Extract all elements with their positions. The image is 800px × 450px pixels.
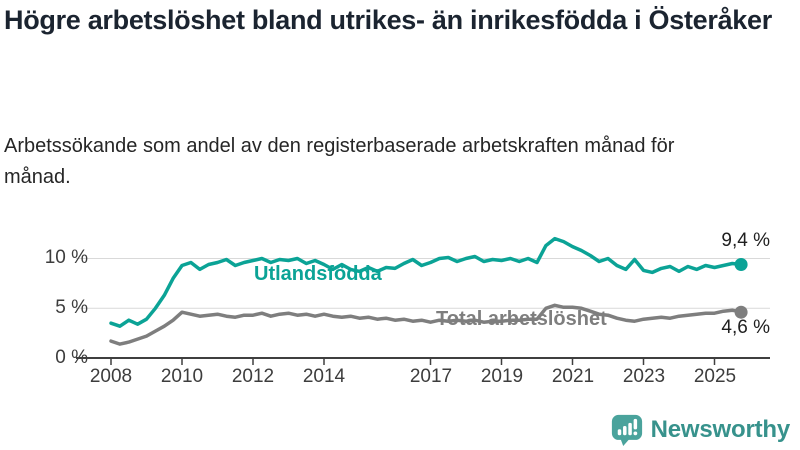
x-axis-tick-label: 2008 bbox=[89, 366, 133, 387]
x-axis-tick-label: 2017 bbox=[409, 366, 453, 387]
y-axis-tick-label: 5 % bbox=[55, 297, 88, 318]
x-axis-tick-label: 2019 bbox=[480, 366, 524, 387]
brand-name: Newsworthy bbox=[650, 416, 791, 443]
newsworthy-logo: Newsworthy bbox=[610, 412, 790, 448]
x-axis-tick-label: 2021 bbox=[551, 366, 595, 387]
page-title: Högre arbetslöshet bland utrikes- än inr… bbox=[4, 5, 772, 35]
y-axis-tick-label: 10 % bbox=[44, 247, 88, 268]
series-end-dot-1 bbox=[734, 305, 748, 319]
x-axis-tick-label: 2010 bbox=[160, 366, 204, 387]
x-axis-tick-label: 2012 bbox=[231, 366, 275, 387]
x-axis-tick-label: 2014 bbox=[302, 366, 346, 387]
series-line-0 bbox=[109, 236, 743, 328]
series-line-1 bbox=[109, 303, 743, 346]
y-axis-tick-label: 0 % bbox=[55, 347, 88, 368]
series-end-dot-0 bbox=[734, 258, 748, 271]
page-subtitle: Arbetssökande som andel av den registerb… bbox=[4, 135, 675, 188]
end-value-label-total: 4,6 % bbox=[721, 317, 770, 338]
series-label-utlandsfodda: Utlandsfödda bbox=[254, 263, 382, 285]
x-axis-tick-label: 2025 bbox=[693, 366, 737, 387]
series-label-total: Total arbetslöshet bbox=[436, 308, 607, 330]
x-axis-tick-label: 2023 bbox=[622, 366, 666, 387]
bar-chart-speech-bubble-icon bbox=[611, 414, 642, 447]
end-value-label-utlandsfodda: 9,4 % bbox=[721, 230, 770, 251]
